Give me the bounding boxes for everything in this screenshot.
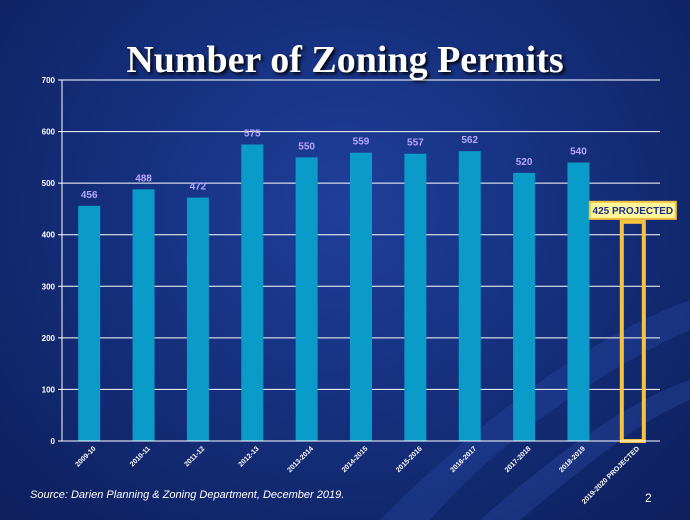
bar [132, 189, 155, 441]
bar [186, 197, 209, 441]
x-tick-label: 2018-2019 [558, 445, 587, 474]
x-tick-label: 2009-10 [74, 445, 97, 468]
y-tick-label: 200 [42, 334, 56, 343]
x-tick-label: 2010-11 [129, 445, 152, 468]
y-tick-label: 0 [51, 437, 56, 446]
data-label: 540 [570, 147, 587, 158]
source-note: Source: Darien Planning & Zoning Departm… [30, 489, 345, 501]
data-label: 456 [81, 190, 98, 201]
x-tick-label: 2012-13 [238, 445, 261, 468]
x-tick-label: 2011-12 [183, 445, 206, 468]
bar [458, 151, 481, 441]
projected-callout-box [588, 200, 677, 220]
bar [295, 157, 318, 441]
data-labels: 456 488 472 575 550 559 557 562 520 540 425 PROJEC… [81, 128, 677, 220]
data-label: 557 [407, 138, 424, 149]
data-label: 550 [298, 141, 315, 152]
y-tick-label: 600 [42, 128, 56, 137]
data-label: 575 [244, 128, 261, 139]
x-tick-label: 2013-2014 [286, 445, 315, 474]
data-label: 520 [516, 157, 533, 168]
x-tick-label: 2015-2016 [395, 445, 424, 474]
data-label: 488 [135, 173, 152, 184]
bar [404, 153, 427, 442]
data-label: 559 [353, 137, 370, 148]
bars [78, 144, 646, 443]
bar [567, 162, 590, 441]
bar [513, 172, 536, 442]
x-tick-label: 2016-2017 [450, 445, 479, 474]
data-label: 472 [190, 182, 207, 193]
data-label: 562 [461, 135, 478, 146]
y-tick-label: 700 [42, 76, 56, 85]
bar [350, 152, 372, 442]
y-tick-label: 300 [42, 282, 56, 291]
x-tick-label: 2014-2015 [341, 445, 370, 474]
x-tick-label: 2019-2020 PROJECTED [581, 445, 641, 505]
y-tick-label: 500 [42, 179, 56, 188]
bar [78, 205, 101, 441]
data-label-projected: 425 PROJECTED [593, 206, 674, 217]
y-axis-ticks: 0 100 200 300 400 500 600 700 [42, 76, 62, 446]
y-tick-label: 100 [42, 385, 56, 394]
chart-title: Number of Zoning Permits [126, 39, 564, 81]
bar [241, 144, 264, 441]
page-number: 2 [645, 491, 652, 505]
x-tick-label: 2017-2018 [504, 445, 533, 474]
bar-projected [619, 219, 646, 443]
y-tick-label: 400 [42, 231, 56, 240]
